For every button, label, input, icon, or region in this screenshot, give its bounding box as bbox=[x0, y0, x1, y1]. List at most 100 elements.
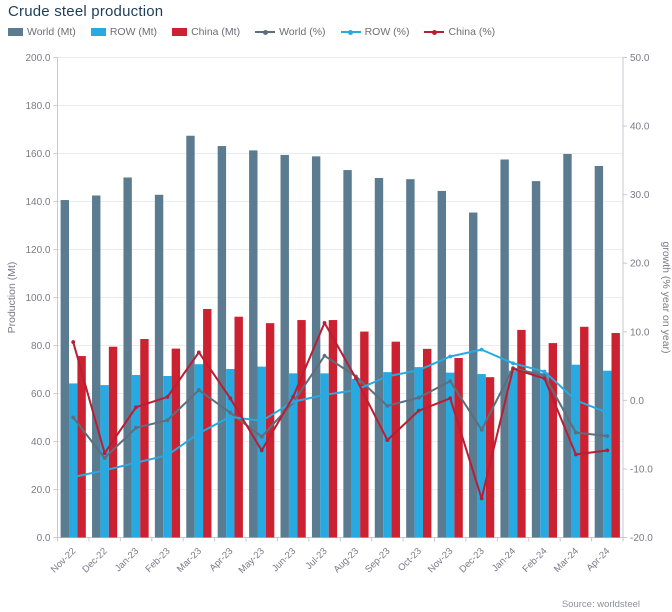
left-axis-tick-label: 60.0 bbox=[31, 389, 51, 400]
bar-row-mt-apr-24 bbox=[603, 370, 612, 538]
legend-item-china-mt[interactable]: China (Mt) bbox=[172, 26, 240, 38]
bar-world-mt-apr-24 bbox=[594, 165, 604, 538]
marker-china-jul-23 bbox=[322, 320, 327, 325]
bar-world-mt-may-23 bbox=[249, 150, 258, 538]
legend-item-world[interactable]: World (%) bbox=[255, 26, 326, 38]
bar-row-mt-jan-24 bbox=[508, 370, 518, 538]
marker-china-aug-23 bbox=[354, 376, 358, 381]
left-axis-tick-label: 20.0 bbox=[31, 485, 51, 496]
bar-world-mt-oct-23 bbox=[406, 179, 415, 538]
legend-item-china[interactable]: China (%) bbox=[424, 26, 495, 38]
bar-row-mt-mar-24 bbox=[571, 364, 581, 538]
bar-china-mt-mar-24 bbox=[580, 326, 589, 538]
marker-row-aug-23 bbox=[354, 388, 358, 392]
marker-china-apr-23 bbox=[228, 396, 233, 401]
bar-china-mt-aug-23 bbox=[360, 331, 369, 538]
bar-row-mt-aug-23 bbox=[351, 378, 361, 538]
marker-row-nov-23 bbox=[448, 354, 453, 359]
x-axis-label: Apr-24 bbox=[584, 546, 612, 574]
right-axis-tick-label: 30.0 bbox=[630, 190, 650, 201]
bar-china-mt-nov-22 bbox=[77, 356, 86, 538]
legend-label: World (%) bbox=[279, 26, 326, 38]
marker-row-dec-23 bbox=[479, 347, 484, 352]
bar-world-mt-jul-23 bbox=[311, 156, 321, 538]
bar-china-mt-jul-23 bbox=[328, 320, 338, 538]
legend-label: ROW (%) bbox=[364, 26, 410, 38]
bar-china-mt-sep-23 bbox=[391, 341, 400, 538]
bar-china-mt-dec-23 bbox=[485, 377, 495, 538]
marker-world-feb-24 bbox=[542, 373, 547, 378]
left-axis-tick-label: 140.0 bbox=[25, 197, 50, 208]
marker-row-jul-23 bbox=[322, 392, 327, 397]
left-axis-tick-label: 120.0 bbox=[25, 245, 50, 256]
marker-china-apr-24 bbox=[605, 448, 610, 453]
right-axis-tick-label: 50.0 bbox=[630, 53, 650, 64]
bar-china-mt-feb-23 bbox=[171, 348, 181, 538]
x-axis-label: Dec-23 bbox=[457, 546, 486, 575]
right-axis-tick-label: 10.0 bbox=[630, 327, 650, 338]
line-china bbox=[72, 321, 608, 500]
marker-world-feb-23 bbox=[165, 418, 170, 423]
marker-world-dec-23 bbox=[479, 427, 484, 432]
bar-china-mt-nov-23 bbox=[454, 357, 463, 538]
marker-row-dec-22 bbox=[102, 468, 107, 473]
right-axis-tick-label: -20.0 bbox=[630, 533, 653, 544]
bar-world-mt-sep-23 bbox=[374, 177, 384, 538]
marker-china-oct-23 bbox=[416, 408, 421, 413]
right-axis-title: growth (% year on year) bbox=[660, 241, 672, 353]
chart-title: Crude steel production bbox=[8, 3, 164, 20]
bar-world-mt-jun-23 bbox=[280, 154, 289, 538]
x-axis-label: Jan-23 bbox=[113, 546, 141, 574]
marker-row-feb-23 bbox=[165, 453, 170, 458]
legend-item-world-mt[interactable]: World (Mt) bbox=[8, 26, 76, 38]
right-axis-tick-label: 20.0 bbox=[630, 259, 650, 270]
x-axis-label: Mar-23 bbox=[175, 546, 204, 575]
x-axis-label: Mar-24 bbox=[552, 546, 581, 575]
marker-world-jan-23 bbox=[134, 425, 138, 430]
x-axis-label: Sep-23 bbox=[363, 546, 392, 575]
marker-world-dec-22 bbox=[102, 456, 107, 460]
legend-item-row[interactable]: ROW (%) bbox=[340, 26, 410, 38]
bar-world-mt-feb-23 bbox=[154, 194, 164, 538]
legend-label: China (Mt) bbox=[191, 26, 241, 38]
left-axis-tick-label: 100.0 bbox=[25, 293, 50, 304]
bar-row-mt-nov-23 bbox=[446, 372, 455, 538]
legend-label: World (Mt) bbox=[27, 26, 76, 38]
bar-row-mt-oct-23 bbox=[414, 367, 423, 538]
bar-row-mt-jan-23 bbox=[131, 375, 141, 538]
x-axis-label: Dec-22 bbox=[80, 546, 109, 575]
left-axis-tick-label: 200.0 bbox=[25, 53, 50, 64]
bar-world-mt-feb-24 bbox=[531, 181, 541, 538]
source-note: Source: worldsteel bbox=[561, 599, 640, 610]
marker-china-feb-24 bbox=[542, 376, 547, 381]
marker-world-apr-23 bbox=[228, 410, 233, 415]
bar-world-mt-dec-22 bbox=[92, 195, 101, 538]
legend-bar-swatch-icon bbox=[90, 28, 106, 36]
x-axis-label: May-23 bbox=[237, 546, 267, 576]
bar-china-mt-apr-23 bbox=[234, 316, 243, 538]
marker-world-sep-23 bbox=[385, 403, 390, 408]
marker-world-oct-23 bbox=[416, 395, 421, 400]
marker-row-jun-23 bbox=[291, 399, 296, 404]
bar-row-mt-mar-23 bbox=[194, 364, 204, 538]
marker-world-nov-22 bbox=[71, 415, 76, 420]
legend-item-row-mt[interactable]: ROW (Mt) bbox=[90, 26, 157, 38]
bar-world-mt-jan-23 bbox=[123, 177, 132, 538]
marker-row-nov-22 bbox=[71, 475, 76, 480]
marker-china-nov-23 bbox=[448, 396, 453, 401]
right-axis-tick-label: 40.0 bbox=[630, 122, 650, 133]
marker-world-apr-24 bbox=[605, 434, 610, 438]
marker-china-sep-23 bbox=[385, 438, 390, 443]
marker-world-mar-24 bbox=[573, 430, 578, 435]
x-axis-label: Feb-23 bbox=[144, 546, 173, 575]
x-axis-label: Aug-23 bbox=[332, 546, 361, 575]
left-axis-tick-label: 180.0 bbox=[25, 101, 50, 112]
marker-china-feb-23 bbox=[165, 395, 170, 399]
bar-row-mt-sep-23 bbox=[383, 372, 392, 538]
x-axis-label: Nov-23 bbox=[426, 546, 455, 575]
line-world bbox=[72, 354, 608, 459]
x-axis-label: Nov-22 bbox=[49, 546, 78, 575]
left-axis-title: Production (Mt) bbox=[6, 262, 18, 334]
bar-china-mt-may-23 bbox=[265, 323, 275, 538]
legend-line-marker-icon bbox=[424, 28, 445, 36]
